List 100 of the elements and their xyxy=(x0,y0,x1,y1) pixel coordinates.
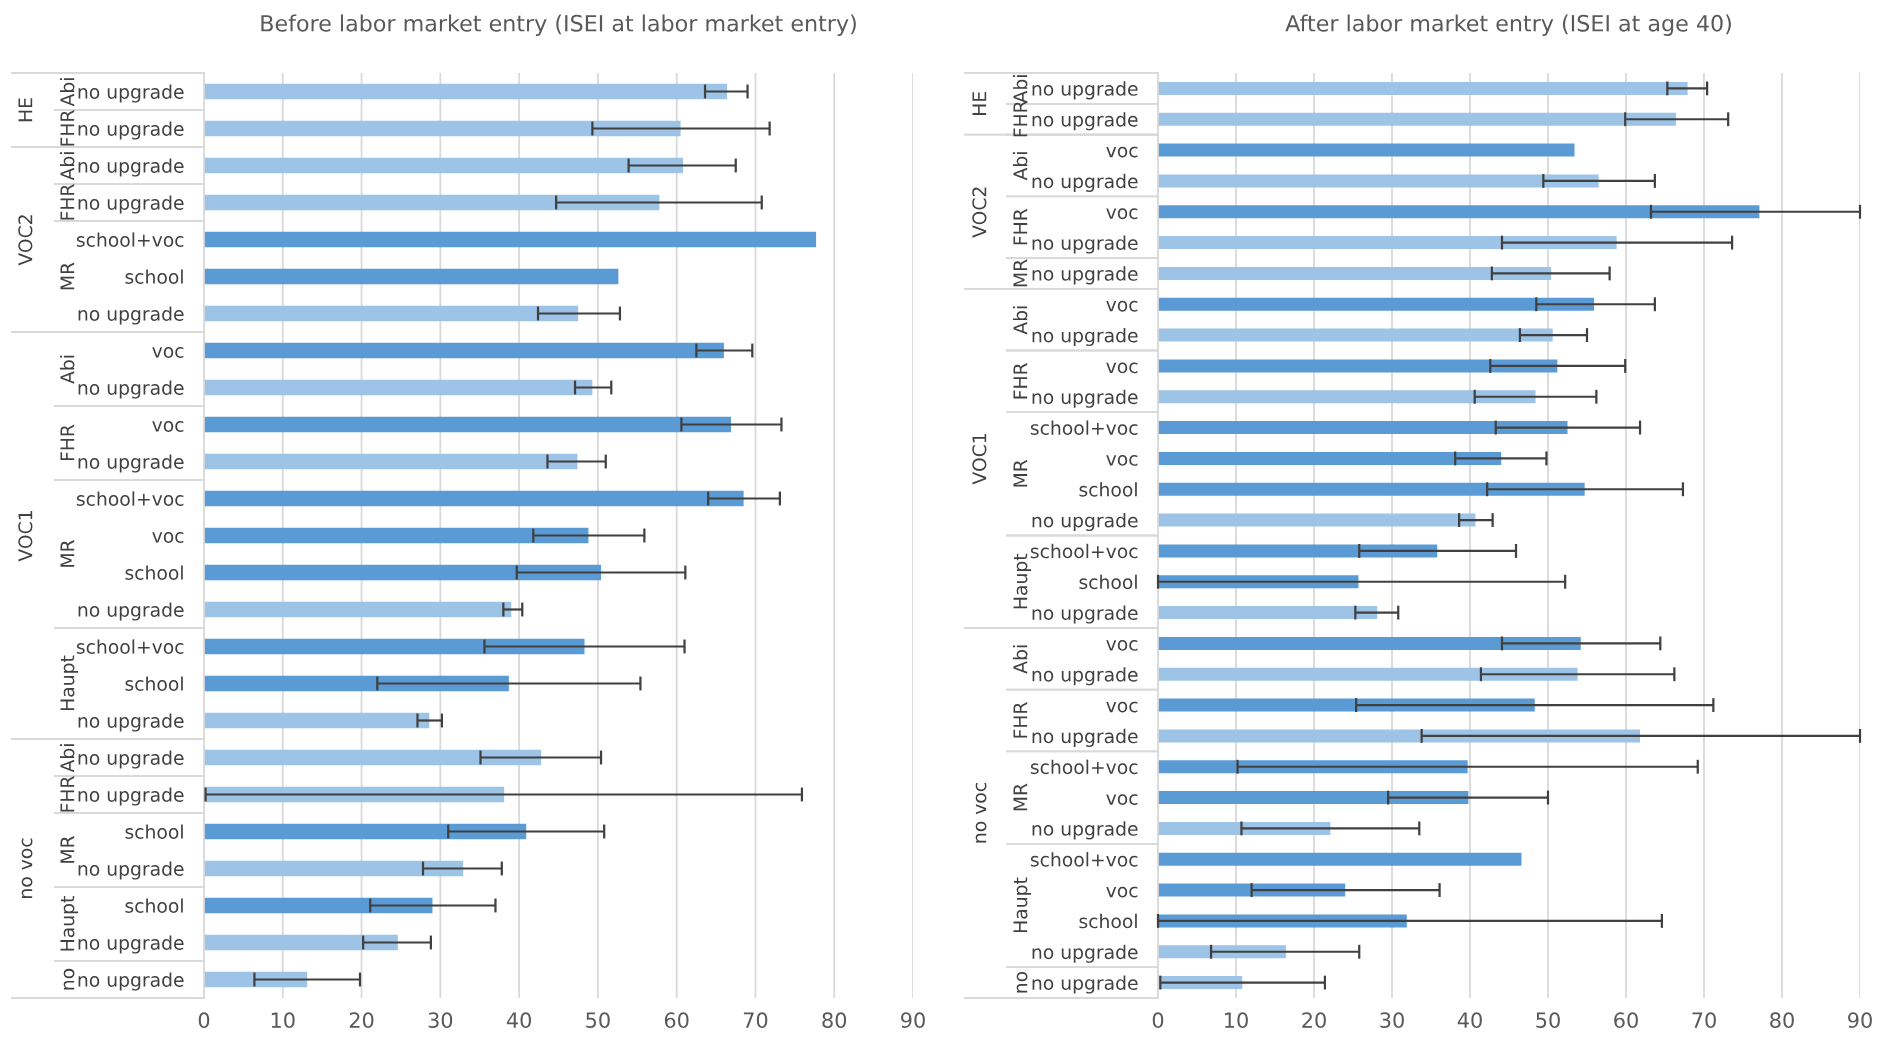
text: Abi xyxy=(59,152,75,181)
y-tick-label: no upgrade xyxy=(78,84,184,103)
bar xyxy=(1158,421,1568,435)
bar xyxy=(204,342,724,359)
text: FHR xyxy=(60,424,75,461)
y-tick-label: school xyxy=(125,898,183,913)
text: FHR xyxy=(1013,702,1028,738)
y-tick-label: voc xyxy=(1106,640,1138,651)
text: MR xyxy=(1013,259,1028,287)
x-tick-label: 20 xyxy=(1302,1012,1326,1029)
x-tick-label: 40 xyxy=(506,1012,531,1029)
text: VOC2 xyxy=(972,187,987,238)
y-tick-label: school xyxy=(125,676,183,691)
text: FHR xyxy=(60,776,75,812)
bar xyxy=(1158,451,1502,465)
x-tick-label: 90 xyxy=(1848,1012,1872,1029)
text: MR xyxy=(60,262,75,290)
y-tick-label: no upgrade xyxy=(1032,975,1138,994)
y-tick-label: no upgrade xyxy=(78,787,184,806)
y-tick-label: voc xyxy=(1106,362,1138,374)
x-tick-label: 20 xyxy=(349,1012,374,1029)
bar xyxy=(204,120,681,137)
y-tick-label: no upgrade xyxy=(78,454,184,473)
y-tick-label: school xyxy=(1079,913,1137,929)
bar xyxy=(1158,852,1522,866)
y-tick-label: school xyxy=(125,824,183,839)
x-tick-label: 60 xyxy=(664,1012,689,1029)
bar xyxy=(1158,266,1552,280)
bar xyxy=(204,823,527,840)
bar xyxy=(1158,112,1676,126)
text: Haupt xyxy=(60,655,79,711)
y-tick-label: school+voc xyxy=(1030,543,1138,559)
bar xyxy=(1158,729,1641,743)
y-tick-label: school+voc xyxy=(1030,759,1138,775)
y-tick-label: no upgrade xyxy=(1032,389,1138,408)
text: FHR xyxy=(1013,208,1028,245)
y-tick-label: no upgrade xyxy=(1032,112,1138,131)
text: Haupt xyxy=(60,896,79,951)
text: MR xyxy=(1013,459,1028,487)
bar xyxy=(204,453,578,470)
x-tick-label: 50 xyxy=(586,1012,610,1029)
y-tick-label: no upgrade xyxy=(1032,728,1138,747)
x-tick-label: 90 xyxy=(901,1012,925,1029)
bar xyxy=(1158,390,1536,404)
bar xyxy=(1158,328,1553,342)
y-tick-label: no upgrade xyxy=(1032,327,1138,347)
bar xyxy=(1158,791,1469,805)
text: FHR xyxy=(60,184,75,220)
text: MR xyxy=(1013,783,1028,811)
y-tick-label: voc xyxy=(1106,208,1138,220)
y-tick-label: voc xyxy=(1106,794,1138,805)
text: no xyxy=(1016,971,1028,993)
y-tick-label: school+voc xyxy=(76,639,184,654)
y-tick-label: no upgrade xyxy=(78,195,184,214)
y-tick-label: voc xyxy=(152,347,184,358)
y-tick-label: no upgrade xyxy=(1032,173,1138,192)
text: no xyxy=(63,968,75,990)
text: FHR xyxy=(60,110,75,146)
bar xyxy=(204,897,433,914)
bar xyxy=(1158,636,1581,650)
x-tick-label: 0 xyxy=(198,1012,210,1029)
y-tick-label: no upgrade xyxy=(1032,512,1138,532)
x-tick-label: 30 xyxy=(428,1012,453,1029)
text: no voc xyxy=(21,838,33,898)
text: VOC1 xyxy=(972,434,987,485)
text: MR xyxy=(60,835,75,863)
y-tick-label: school+voc xyxy=(1030,420,1138,435)
text: VOC1 xyxy=(18,511,33,562)
y-tick-label: school xyxy=(1079,574,1137,590)
bar xyxy=(204,490,744,507)
y-tick-label: school+voc xyxy=(76,232,184,247)
bar xyxy=(204,638,585,655)
text: MR xyxy=(60,539,75,567)
y-tick-label: no upgrade xyxy=(78,935,184,954)
bar xyxy=(1158,482,1585,496)
y-tick-label: no upgrade xyxy=(1032,81,1138,100)
bar xyxy=(204,712,430,729)
bar xyxy=(1158,81,1688,95)
x-tick-label: 30 xyxy=(1380,1012,1404,1029)
y-tick-label: no upgrade xyxy=(1032,235,1138,254)
y-tick-label: voc xyxy=(1106,455,1138,466)
y-tick-label: voc xyxy=(1106,146,1138,158)
bar xyxy=(1158,544,1438,558)
bar xyxy=(1158,606,1378,620)
bar xyxy=(204,305,579,322)
y-tick-label: school xyxy=(125,269,183,284)
bar xyxy=(204,934,398,951)
x-tick-label: 50 xyxy=(1536,1012,1560,1029)
y-tick-label: no upgrade xyxy=(78,713,184,732)
y-tick-label: no upgrade xyxy=(1032,821,1138,840)
bar xyxy=(204,379,593,396)
text: Abi xyxy=(59,744,75,773)
x-tick-label: 60 xyxy=(1614,1012,1638,1029)
bar xyxy=(1158,205,1760,219)
x-tick-label: 10 xyxy=(271,1012,295,1029)
y-tick-label: no upgrade xyxy=(78,306,184,325)
y-tick-label: no upgrade xyxy=(78,380,184,399)
text: Abi xyxy=(59,355,75,384)
bar xyxy=(204,527,589,544)
bar xyxy=(1158,143,1575,157)
